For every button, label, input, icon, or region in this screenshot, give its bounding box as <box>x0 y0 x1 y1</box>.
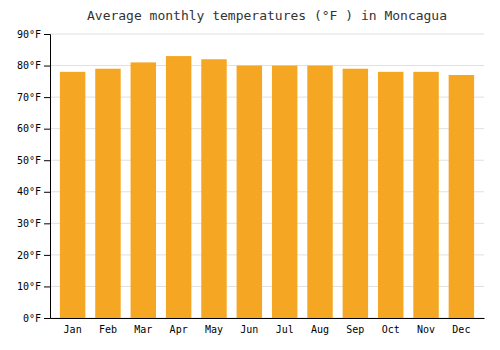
tick: 80°F <box>17 60 50 71</box>
bars <box>60 56 474 318</box>
bar <box>307 66 332 318</box>
grid <box>50 34 484 318</box>
bar <box>378 72 403 318</box>
plot: 0°F 10°F 20°F 30°F 40°F 50°F 60°F 70°F 80°F 90°F J… <box>17 29 485 335</box>
tick-label: May <box>205 324 223 335</box>
tick: 30°F <box>17 218 50 229</box>
tick-label: Jun <box>240 324 258 335</box>
tick: Feb <box>99 324 117 335</box>
tick: Mar <box>134 324 152 335</box>
tick-label: 10°F <box>17 281 41 292</box>
tick: Jun <box>240 324 258 335</box>
chart: 0°F 10°F 20°F 30°F 40°F 50°F 60°F 70°F 80°F 90°F J… <box>0 0 500 350</box>
bar <box>343 69 368 318</box>
tick-label: Feb <box>99 324 117 335</box>
y-axis: 0°F 10°F 20°F 30°F 40°F 50°F 60°F 70°F 80°F 90°F <box>17 29 51 324</box>
bar <box>201 59 226 318</box>
tick: 60°F <box>17 123 50 134</box>
tick-mark <box>44 97 50 98</box>
tick-label: 60°F <box>17 123 41 134</box>
tick-label: Aug <box>311 324 329 335</box>
grid-line <box>50 34 484 35</box>
tick-label: 20°F <box>17 250 41 261</box>
tick-label: Jan <box>64 324 82 335</box>
bar <box>131 62 156 318</box>
tick-mark <box>44 160 50 161</box>
tick: Apr <box>170 324 188 335</box>
x-axis: Jan Feb Mar Apr May Jun Jul Aug Sep Oct Nov Dec <box>51 319 485 336</box>
bar <box>166 56 191 318</box>
tick: May <box>205 324 223 335</box>
bar <box>449 75 474 318</box>
bar <box>237 66 262 318</box>
tick-mark <box>44 192 50 193</box>
tick-label: Jul <box>276 324 294 335</box>
bar <box>95 69 120 318</box>
tick-mark <box>44 129 50 130</box>
tick-label: 90°F <box>17 29 41 40</box>
tick-label: 50°F <box>17 155 41 166</box>
tick-mark <box>44 318 50 319</box>
tick-label: Apr <box>170 324 188 335</box>
bar <box>60 72 85 318</box>
title: Average monthly temperatures (°F ) in Mo… <box>87 8 447 23</box>
tick: 20°F <box>17 250 50 261</box>
tick-label: Sep <box>346 324 364 335</box>
bar <box>413 72 438 318</box>
tick-mark <box>44 286 50 287</box>
axis-line <box>51 318 485 319</box>
tick: 0°F <box>23 313 50 324</box>
tick: Dec <box>452 324 470 335</box>
tick: Aug <box>311 324 329 335</box>
tick-label: 80°F <box>17 60 41 71</box>
tick: 10°F <box>17 281 50 292</box>
tick-mark <box>44 34 50 35</box>
tick-label: 70°F <box>17 92 41 103</box>
tick-label: 40°F <box>17 186 41 197</box>
tick-label: Oct <box>382 324 400 335</box>
tick-mark <box>44 255 50 256</box>
tick-label: Dec <box>452 324 470 335</box>
tick-label: Nov <box>417 324 435 335</box>
tick: 90°F <box>17 29 50 40</box>
tick: Jul <box>276 324 294 335</box>
tick-mark <box>44 66 50 67</box>
tick-mark <box>44 223 50 224</box>
tick: 70°F <box>17 92 50 103</box>
tick: Nov <box>417 324 435 335</box>
axis-line <box>44 35 51 319</box>
tick-label: 0°F <box>23 313 41 324</box>
grid-line <box>50 65 484 66</box>
tick: 40°F <box>17 186 50 197</box>
tick: Oct <box>382 324 400 335</box>
bar <box>272 66 297 318</box>
tick-label: Mar <box>134 324 152 335</box>
tick: Sep <box>346 324 364 335</box>
tick: Jan <box>64 324 82 335</box>
tick: 50°F <box>17 155 50 166</box>
tick-label: 30°F <box>17 218 41 229</box>
